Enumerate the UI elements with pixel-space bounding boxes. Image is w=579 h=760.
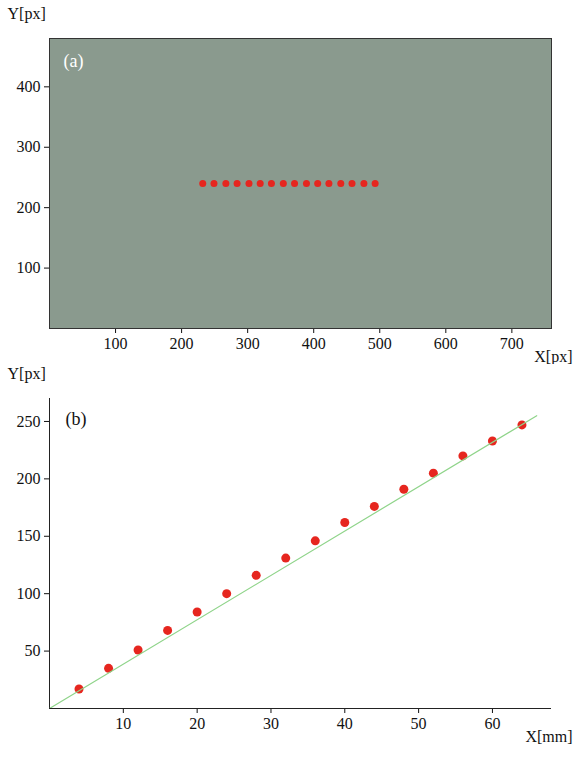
- svg-text:40: 40: [337, 715, 353, 732]
- svg-text:(b): (b): [66, 409, 87, 430]
- svg-text:Y[px]: Y[px]: [8, 5, 46, 23]
- svg-text:100: 100: [104, 335, 128, 352]
- svg-text:400: 400: [17, 78, 41, 95]
- svg-text:500: 500: [368, 335, 392, 352]
- svg-text:250: 250: [17, 413, 41, 430]
- svg-text:200: 200: [17, 199, 41, 216]
- svg-text:10: 10: [115, 715, 131, 732]
- svg-text:50: 50: [411, 715, 427, 732]
- svg-text:300: 300: [236, 335, 260, 352]
- svg-text:200: 200: [17, 470, 41, 487]
- svg-text:Y[px]: Y[px]: [8, 365, 46, 383]
- svg-text:X[px]: X[px]: [534, 348, 572, 365]
- svg-text:100: 100: [17, 585, 41, 602]
- svg-text:700: 700: [500, 335, 524, 352]
- svg-text:30: 30: [263, 715, 279, 732]
- svg-text:600: 600: [434, 335, 458, 352]
- svg-text:X[mm]: X[mm]: [525, 728, 572, 745]
- svg-text:60: 60: [484, 715, 500, 732]
- svg-text:50: 50: [25, 642, 41, 659]
- svg-text:300: 300: [17, 138, 41, 155]
- svg-text:200: 200: [170, 335, 194, 352]
- svg-text:400: 400: [302, 335, 326, 352]
- svg-text:100: 100: [17, 259, 41, 276]
- svg-text:150: 150: [17, 527, 41, 544]
- svg-text:(a): (a): [64, 51, 84, 72]
- svg-text:20: 20: [189, 715, 205, 732]
